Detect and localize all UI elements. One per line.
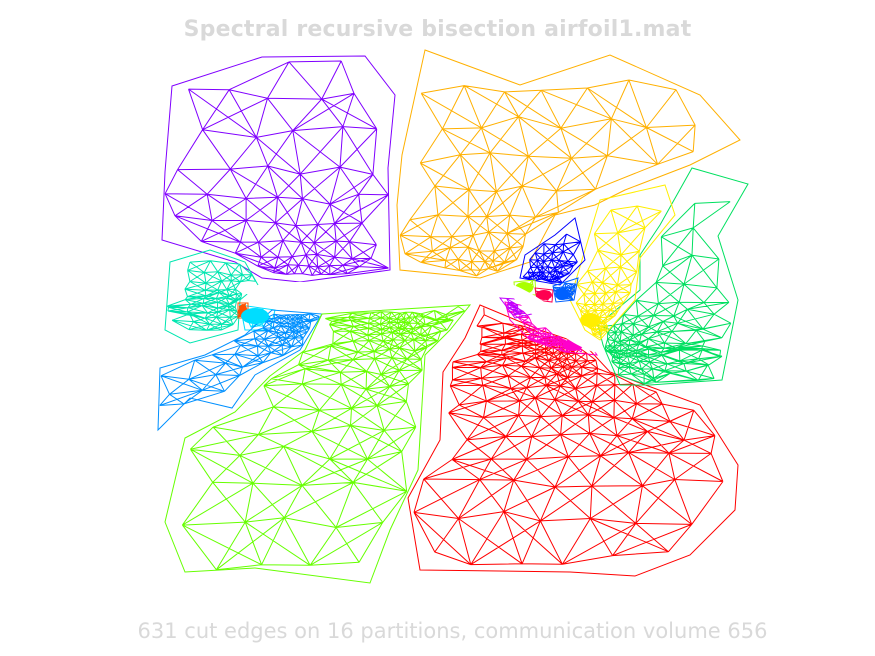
mesh-edges <box>523 234 581 283</box>
partition-boundary <box>165 250 258 343</box>
partition-boundary <box>598 168 748 385</box>
mesh-edges <box>167 261 255 331</box>
partition-boundary <box>408 305 738 576</box>
partition-boundary <box>162 56 395 282</box>
dense-cluster-crimson <box>536 290 552 300</box>
partition-azure <box>158 310 322 430</box>
partition-blue <box>520 218 585 285</box>
partition-boundary <box>520 218 585 285</box>
dense-cluster-cyan <box>241 308 269 324</box>
partition-boundary <box>397 50 740 278</box>
partition-red <box>408 305 738 576</box>
partition-green <box>598 168 748 385</box>
partition-orange <box>397 50 740 278</box>
airfoil-hole <box>242 281 478 307</box>
mesh-edges <box>165 61 388 275</box>
mesh-edges <box>414 308 723 565</box>
mesh-edges <box>507 299 525 315</box>
partition-boundary <box>158 310 322 430</box>
partition-boundary <box>553 278 578 302</box>
dense-cluster-bright-blue <box>555 288 569 300</box>
mesh-edges <box>603 202 731 384</box>
partition-boundary <box>165 305 470 583</box>
partition-boundary <box>570 185 675 340</box>
mesh-edges <box>160 314 319 406</box>
mesh-edges <box>182 307 464 570</box>
airfoil-hole <box>504 283 600 353</box>
figure-caption: 631 cut edges on 16 partitions, communic… <box>137 619 768 643</box>
mesh-edges <box>400 80 695 276</box>
partition-purple <box>162 56 395 282</box>
partition-light-green <box>165 305 470 583</box>
figure-title: Spectral recursive bisection airfoil1.ma… <box>183 17 692 42</box>
partition-teal <box>165 250 258 343</box>
dense-cluster-yellow <box>580 313 600 327</box>
